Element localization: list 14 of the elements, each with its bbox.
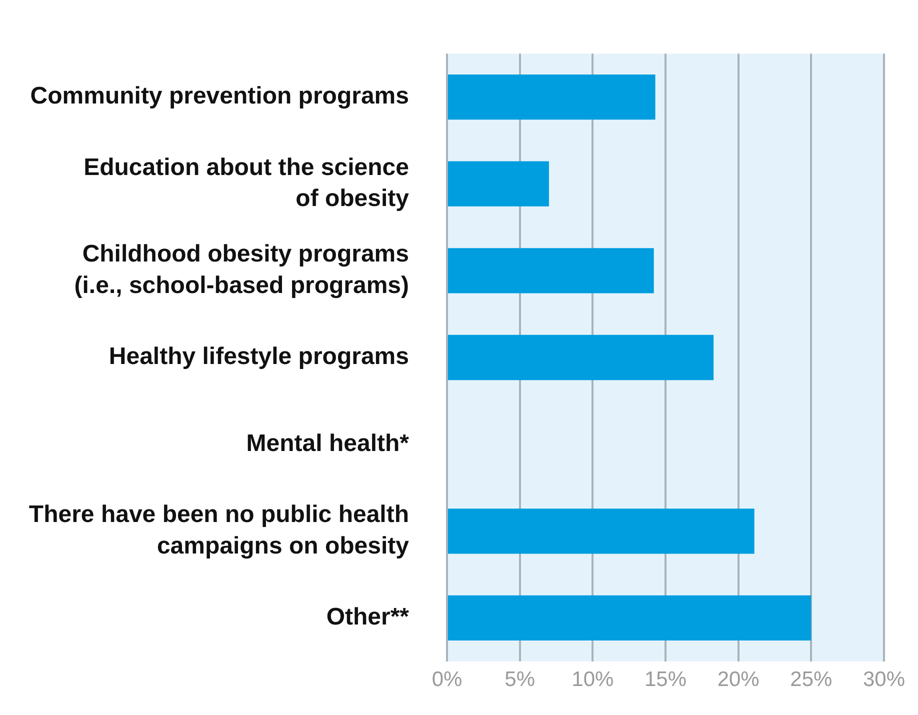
x-tick-label: 0% [432, 668, 462, 691]
x-tick-label: 5% [504, 668, 536, 691]
y-tick-label: Education about the science of obesity [84, 154, 410, 212]
x-tick-label: 10% [572, 668, 614, 691]
y-tick-label: There have been no public health campaigns on obesity [28, 501, 410, 560]
x-tick-label: 30% [862, 668, 906, 691]
x-tick-label: 15% [644, 668, 687, 691]
y-tick-label: Community prevention programs [30, 82, 409, 110]
y-tick-label: Other** [326, 604, 410, 631]
x-tick-label: 25% [790, 668, 832, 691]
y-tick-label: Childhood obesity programs (i.e., school-based programs) [74, 240, 409, 299]
x-tick-label: 20% [717, 668, 760, 691]
y-tick-label: Mental health* [246, 430, 410, 457]
y-tick-label: Healthy lifestyle programs [108, 343, 409, 370]
